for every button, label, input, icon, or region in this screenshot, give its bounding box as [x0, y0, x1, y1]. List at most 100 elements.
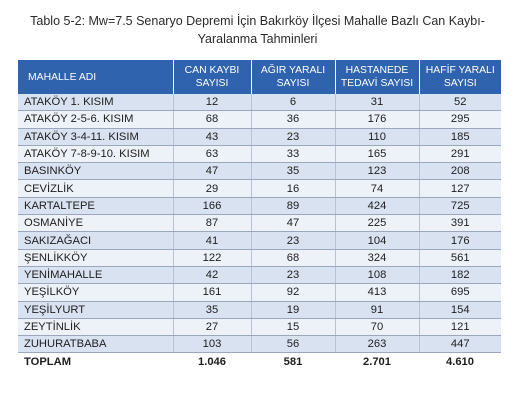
cell-fatalities-count: 43	[172, 128, 251, 146]
table-row: ŞENLİKKÖY 122 68 324 561	[18, 249, 501, 267]
table-row: ATAKÖY 7-8-9-10. KISIM 63 33 165 291	[18, 145, 501, 164]
cell-lightly-injured-count: 295	[418, 110, 501, 129]
cell-neighborhood-name: ATAKÖY 2-5-6. KISIM	[18, 110, 173, 129]
cell-severely-injured-count: 92	[250, 283, 335, 302]
cell-hospital-treatment-count: 31	[334, 94, 419, 112]
table-row: SAKIZAĞACI 41 23 104 176	[18, 231, 501, 250]
table-row: BASINKÖY 47 35 123 208	[18, 162, 501, 181]
cell-fatalities-count: 161	[172, 283, 251, 302]
cell-hospital-treatment-count: 108	[334, 266, 419, 285]
cell-lightly-injured-count: 52	[418, 94, 501, 112]
cell-neighborhood-name: YEŞİLYURT	[18, 301, 173, 319]
cell-hospital-treatment-count: 74	[334, 179, 419, 198]
cell-severely-injured-count: 33	[250, 145, 335, 164]
cell-severely-injured-count: 6	[250, 94, 335, 112]
cell-hospital-treatment-count: 413	[334, 283, 419, 302]
cell-hospital-treatment-count: 324	[334, 249, 419, 267]
table-row: CEVİZLİK 29 16 74 127	[18, 179, 501, 198]
cell-lightly-injured-count: 176	[418, 231, 501, 250]
cell-fatalities-count: 68	[172, 110, 251, 129]
cell-hospital-treatment-count: 225	[334, 214, 419, 233]
total-severely-injured-count: 581	[251, 352, 335, 371]
cell-lightly-injured-count: 725	[418, 197, 501, 216]
cell-neighborhood-name: BASINKÖY	[18, 162, 173, 181]
cell-neighborhood-name: OSMANİYE	[18, 214, 173, 233]
column-header-fatalities-count: CAN KAYBI SAYISI	[172, 60, 251, 94]
total-fatalities-count: 1.046	[173, 352, 251, 371]
cell-severely-injured-count: 23	[250, 266, 335, 285]
cell-lightly-injured-count: 127	[418, 179, 501, 198]
column-header-severely-injured-count: AĞIR YARALI SAYISI	[250, 60, 335, 94]
cell-fatalities-count: 42	[172, 266, 251, 285]
caption-line-2: Yaralanma Tahminleri	[197, 32, 318, 46]
cell-severely-injured-count: 35	[250, 162, 335, 181]
table-header-row: MAHALLE ADI CAN KAYBI SAYISI AĞIR YARALI S…	[18, 60, 501, 94]
cell-neighborhood-name: ZEYTİNLİK	[18, 318, 173, 337]
cell-neighborhood-name: ZUHURATBABA	[18, 335, 173, 354]
casualty-table: MAHALLE ADI CAN KAYBI SAYISI AĞIR YARALI S…	[18, 60, 501, 371]
cell-fatalities-count: 122	[172, 249, 251, 267]
cell-neighborhood-name: ŞENLİKKÖY	[18, 249, 173, 267]
cell-severely-injured-count: 15	[250, 318, 335, 337]
cell-severely-injured-count: 23	[250, 231, 335, 250]
cell-severely-injured-count: 89	[250, 197, 335, 216]
cell-hospital-treatment-count: 176	[334, 110, 419, 129]
cell-neighborhood-name: KARTALTEPE	[18, 197, 173, 216]
cell-neighborhood-name: CEVİZLİK	[18, 179, 173, 198]
cell-fatalities-count: 35	[172, 301, 251, 319]
cell-severely-injured-count: 36	[250, 110, 335, 129]
cell-neighborhood-name: ATAKÖY 3-4-11. KISIM	[18, 128, 173, 146]
cell-fatalities-count: 63	[172, 145, 251, 164]
table-caption: Tablo 5-2: Mw=7.5 Senaryo Depremi İçin B…	[0, 12, 515, 48]
cell-severely-injured-count: 68	[250, 249, 335, 267]
cell-lightly-injured-count: 208	[418, 162, 501, 181]
table-row: YEŞİLKÖY 161 92 413 695	[18, 283, 501, 302]
cell-severely-injured-count: 47	[250, 214, 335, 233]
total-lightly-injured-count: 4.610	[419, 352, 501, 371]
table-row: KARTALTEPE 166 89 424 725	[18, 197, 501, 216]
table-row: ZEYTİNLİK 27 15 70 121	[18, 318, 501, 337]
cell-neighborhood-name: SAKIZAĞACI	[18, 231, 173, 250]
cell-hospital-treatment-count: 104	[334, 231, 419, 250]
table-body: ATAKÖY 1. KISIM 12 6 31 52 ATAKÖY 2-5-6. KISI…	[18, 94, 501, 354]
cell-fatalities-count: 47	[172, 162, 251, 181]
cell-hospital-treatment-count: 424	[334, 197, 419, 216]
cell-lightly-injured-count: 447	[418, 335, 501, 354]
cell-hospital-treatment-count: 165	[334, 145, 419, 164]
cell-fatalities-count: 166	[172, 197, 251, 216]
column-header-hospital-treatment-count: HASTANEDE TEDAVİ SAYISI	[334, 60, 419, 94]
table-row: ATAKÖY 1. KISIM 12 6 31 52	[18, 94, 501, 112]
cell-fatalities-count: 27	[172, 318, 251, 337]
cell-fatalities-count: 103	[172, 335, 251, 354]
cell-hospital-treatment-count: 123	[334, 162, 419, 181]
column-header-neighborhood-name: MAHALLE ADI	[18, 60, 173, 94]
cell-hospital-treatment-count: 91	[334, 301, 419, 319]
table-row: ATAKÖY 3-4-11. KISIM 43 23 110 185	[18, 128, 501, 146]
caption-line-1: Tablo 5-2: Mw=7.5 Senaryo Depremi İçin B…	[30, 14, 485, 28]
cell-fatalities-count: 29	[172, 179, 251, 198]
cell-neighborhood-name: ATAKÖY 1. KISIM	[18, 94, 173, 112]
cell-lightly-injured-count: 291	[418, 145, 501, 164]
cell-neighborhood-name: YENİMAHALLE	[18, 266, 173, 285]
cell-hospital-treatment-count: 263	[334, 335, 419, 354]
cell-lightly-injured-count: 121	[418, 318, 501, 337]
table-row: YEŞİLYURT 35 19 91 154	[18, 301, 501, 319]
cell-lightly-injured-count: 695	[418, 283, 501, 302]
table-row: ZUHURATBABA 103 56 263 447	[18, 335, 501, 354]
table-row: OSMANİYE 87 47 225 391	[18, 214, 501, 233]
total-label: TOPLAM	[18, 352, 173, 371]
total-row: TOPLAM 1.046 581 2.701 4.610	[18, 352, 501, 371]
cell-lightly-injured-count: 185	[418, 128, 501, 146]
cell-severely-injured-count: 56	[250, 335, 335, 354]
cell-neighborhood-name: YEŞİLKÖY	[18, 283, 173, 302]
cell-fatalities-count: 41	[172, 231, 251, 250]
cell-lightly-injured-count: 182	[418, 266, 501, 285]
column-header-lightly-injured-count: HAFİF YARALI SAYISI	[418, 60, 501, 94]
cell-neighborhood-name: ATAKÖY 7-8-9-10. KISIM	[18, 145, 173, 164]
cell-fatalities-count: 12	[172, 94, 251, 112]
cell-severely-injured-count: 16	[250, 179, 335, 198]
cell-severely-injured-count: 19	[250, 301, 335, 319]
table-row: ATAKÖY 2-5-6. KISIM 68 36 176 295	[18, 110, 501, 129]
total-hospital-treatment-count: 2.701	[335, 352, 419, 371]
cell-severely-injured-count: 23	[250, 128, 335, 146]
